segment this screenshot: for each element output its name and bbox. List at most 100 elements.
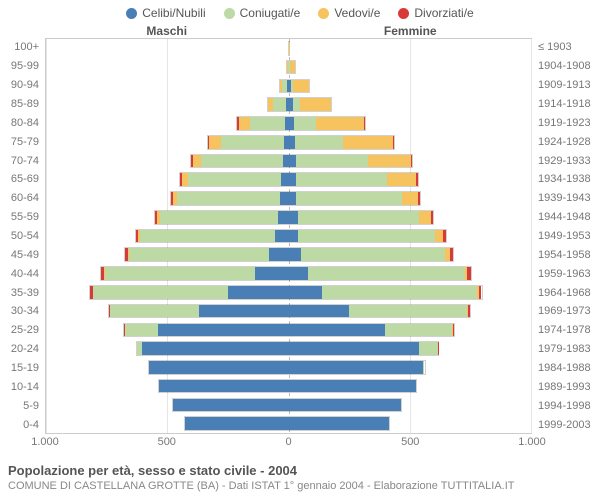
bar-segment — [290, 61, 295, 74]
pyramid-row — [46, 320, 531, 339]
pyramid-row — [46, 245, 531, 264]
pyramid-row — [46, 152, 531, 171]
age-label: 15-19 — [0, 359, 39, 378]
pyramid-row — [46, 95, 531, 114]
bar-segment — [289, 417, 390, 430]
birth-label: 1959-1963 — [538, 264, 600, 283]
bar-segment — [239, 117, 251, 130]
legend-label: Coniugati/e — [240, 6, 301, 20]
bar-segment — [349, 305, 467, 318]
pyramid-row — [46, 189, 531, 208]
bar-segment — [275, 230, 288, 243]
birth-label: 1984-1988 — [538, 359, 600, 378]
birth-label: 1964-1968 — [538, 283, 600, 302]
bar-segment — [93, 286, 228, 299]
age-label: 60-64 — [0, 189, 39, 208]
pyramid-row — [46, 283, 531, 302]
bar-segment — [140, 230, 275, 243]
birth-label: 1904-1908 — [538, 57, 600, 76]
x-tick: 1.000 — [518, 436, 546, 448]
bar-segment — [322, 286, 476, 299]
bar-segment — [453, 324, 454, 337]
bar-segment — [221, 136, 283, 149]
legend: Celibi/Nubili Coniugati/e Vedovi/e Divorzia… — [0, 6, 600, 20]
column-headers: Maschi Femmine — [0, 24, 600, 38]
bar-segment — [402, 192, 419, 205]
birth-label: 1919-1923 — [538, 113, 600, 132]
x-axis: 1.00050005001.000 — [0, 434, 600, 452]
birth-label: 1999-2003 — [538, 415, 600, 434]
chart-title: Popolazione per età, sesso e stato civil… — [8, 463, 592, 478]
birth-label: 1944-1948 — [538, 208, 600, 227]
pyramid-row — [46, 414, 531, 433]
legend-swatch — [318, 8, 329, 19]
x-tick: 0 — [285, 436, 291, 448]
legend-item: Coniugati/e — [224, 6, 301, 20]
pyramid-row — [46, 358, 531, 377]
legend-label: Vedovi/e — [334, 6, 380, 20]
bar-segment — [301, 248, 446, 261]
bar-segment — [293, 98, 300, 111]
bar-segment — [278, 211, 289, 224]
legend-item: Celibi/Nubili — [126, 6, 205, 20]
bar-segment — [250, 117, 284, 130]
bar-segment — [289, 192, 296, 205]
legend-item: Vedovi/e — [318, 6, 380, 20]
male-header: Maschi — [45, 24, 289, 38]
bar-segment — [185, 417, 288, 430]
age-label: 30-34 — [0, 302, 39, 321]
pyramid-row — [46, 264, 531, 283]
bar-segment — [289, 286, 323, 299]
bar-segment — [289, 211, 299, 224]
age-label: 75-79 — [0, 132, 39, 151]
legend-item: Divorziati/e — [398, 6, 473, 20]
bar-segment — [289, 248, 301, 261]
pyramid-row — [46, 58, 531, 77]
pyramid-row — [46, 208, 531, 227]
bar-segment — [159, 380, 289, 393]
bar-segment — [450, 248, 453, 261]
chart-subtitle: COMUNE DI CASTELLANA GROTTE (BA) - Dati … — [8, 480, 592, 492]
bar-segment — [289, 267, 308, 280]
pyramid-row — [46, 396, 531, 415]
age-label: 90-94 — [0, 76, 39, 95]
birth-label: 1929-1933 — [538, 151, 600, 170]
bar-segment — [255, 267, 289, 280]
pyramid-row — [46, 114, 531, 133]
age-label: 85-89 — [0, 95, 39, 114]
bar-segment — [468, 305, 470, 318]
age-label: 70-74 — [0, 151, 39, 170]
population-pyramid: Celibi/Nubili Coniugati/e Vedovi/e Divorzia… — [0, 0, 600, 500]
pyramid-row — [46, 227, 531, 246]
bar-segment — [158, 324, 288, 337]
pyramid-row — [46, 302, 531, 321]
plot-area: Fasce di età Anni di nascita 100+95-9990… — [0, 38, 600, 434]
x-tick: 500 — [158, 436, 176, 448]
bar-segment — [443, 230, 446, 243]
bar-segment — [298, 230, 435, 243]
pyramid-row — [46, 339, 531, 358]
bar-segment — [289, 155, 296, 168]
bar-segment — [393, 136, 394, 149]
age-label: 40-44 — [0, 264, 39, 283]
bar-segment — [269, 248, 288, 261]
bar-segment — [296, 155, 368, 168]
bar-segment — [289, 399, 402, 412]
age-label: 50-54 — [0, 227, 39, 246]
bar-segment — [289, 361, 424, 374]
bar-segment — [368, 155, 411, 168]
bar-segment — [160, 211, 278, 224]
birth-label: 1909-1913 — [538, 76, 600, 95]
bar-segment — [387, 173, 416, 186]
age-label: 55-59 — [0, 208, 39, 227]
birth-label: 1924-1928 — [538, 132, 600, 151]
age-labels: 100+95-9990-9485-8980-8475-7970-7465-696… — [0, 38, 45, 434]
bar-segment — [201, 155, 283, 168]
legend-swatch — [126, 8, 137, 19]
age-label: 100+ — [0, 38, 39, 57]
bar-segment — [110, 305, 199, 318]
bar-segment — [228, 286, 288, 299]
footer: Popolazione per età, sesso e stato civil… — [8, 463, 592, 492]
age-label: 95-99 — [0, 57, 39, 76]
birth-label: 1994-1998 — [538, 396, 600, 415]
